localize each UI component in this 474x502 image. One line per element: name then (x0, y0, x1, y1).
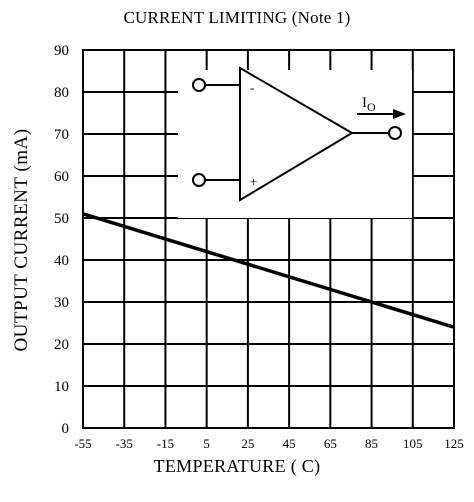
inverting-input-terminal (192, 78, 206, 92)
x-tick-label: 65 (324, 436, 337, 451)
x-tick-label: -35 (116, 436, 133, 451)
op-amp-triangle (239, 66, 354, 202)
y-tick-label: 70 (54, 127, 69, 143)
x-tick-label: 5 (203, 436, 210, 451)
x-axis-label: TEMPERATURE ( C) (153, 456, 321, 476)
x-tick-label: -55 (74, 436, 91, 451)
x-tick-label: 85 (365, 436, 378, 451)
y-tick-label: 0 (62, 421, 70, 437)
y-tick-label: 40 (54, 253, 69, 269)
chart-title: CURRENT LIMITING (Note 1) (123, 8, 351, 27)
x-tick-label: 45 (283, 436, 296, 451)
y-tick-label: 50 (54, 211, 69, 227)
arrow-head-icon (393, 109, 406, 119)
x-tick-label: 105 (403, 436, 423, 451)
y-tick-label: 10 (54, 379, 69, 395)
series-line (82, 212, 455, 329)
y-tick-label: 60 (54, 169, 69, 185)
x-tick-label: 25 (241, 436, 254, 451)
noninverting-input-label: + (250, 174, 257, 189)
y-tick-label: 80 (54, 85, 69, 101)
op-amp-inset: - + IO (178, 66, 412, 218)
y-tick-label: 20 (54, 337, 69, 353)
x-tick-label: 125 (444, 436, 464, 451)
output-current-subscript: O (367, 100, 376, 114)
output-current-symbol: I (362, 95, 367, 111)
inverting-input-label: - (250, 80, 254, 95)
output-terminal (388, 126, 402, 140)
plot-frame (82, 49, 455, 429)
noninverting-input-terminal (192, 173, 206, 187)
x-tick-label: -15 (157, 436, 174, 451)
y-tick-label: 90 (54, 43, 69, 59)
y-tick-label: 30 (54, 295, 69, 311)
output-current-label: IO (362, 95, 376, 114)
